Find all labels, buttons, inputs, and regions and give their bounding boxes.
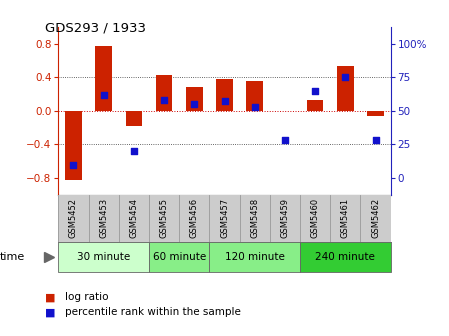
- Bar: [367, 111, 384, 116]
- Point: [251, 104, 258, 110]
- Point: [372, 138, 379, 143]
- Bar: [156, 75, 172, 111]
- Text: GSM5454: GSM5454: [129, 198, 138, 239]
- Text: GDS293 / 1933: GDS293 / 1933: [45, 22, 146, 35]
- Point: [221, 99, 228, 104]
- Point: [70, 162, 77, 167]
- Text: GSM5460: GSM5460: [311, 198, 320, 239]
- Text: GSM5462: GSM5462: [371, 198, 380, 239]
- Bar: [247, 82, 263, 111]
- Bar: [216, 79, 233, 111]
- Text: GSM5453: GSM5453: [99, 198, 108, 239]
- Text: GSM5458: GSM5458: [250, 198, 259, 239]
- Bar: [95, 46, 112, 111]
- Bar: [300, 242, 391, 272]
- Point: [282, 138, 289, 143]
- Text: GSM5457: GSM5457: [220, 198, 229, 239]
- Bar: [337, 66, 354, 111]
- Text: GSM5459: GSM5459: [281, 198, 290, 239]
- Text: ■: ■: [45, 292, 55, 302]
- Text: log ratio: log ratio: [65, 292, 109, 302]
- Bar: [307, 100, 323, 111]
- Text: GSM5452: GSM5452: [69, 198, 78, 239]
- Point: [100, 92, 107, 97]
- Point: [342, 75, 349, 80]
- Text: 240 minute: 240 minute: [315, 252, 375, 262]
- Point: [191, 101, 198, 107]
- Point: [160, 97, 167, 103]
- Text: time: time: [0, 252, 25, 262]
- Bar: [65, 111, 82, 180]
- Bar: [126, 111, 142, 126]
- Text: GSM5455: GSM5455: [159, 198, 168, 239]
- Point: [130, 149, 137, 154]
- Text: GSM5456: GSM5456: [190, 198, 199, 239]
- Text: ■: ■: [45, 307, 55, 318]
- Text: 60 minute: 60 minute: [153, 252, 206, 262]
- Text: 30 minute: 30 minute: [77, 252, 130, 262]
- Bar: [58, 242, 149, 272]
- Bar: [209, 242, 300, 272]
- Point: [312, 88, 319, 93]
- Bar: [186, 87, 202, 111]
- Text: 120 minute: 120 minute: [225, 252, 285, 262]
- Text: GSM5461: GSM5461: [341, 198, 350, 239]
- Text: percentile rank within the sample: percentile rank within the sample: [65, 307, 241, 318]
- Bar: [149, 242, 209, 272]
